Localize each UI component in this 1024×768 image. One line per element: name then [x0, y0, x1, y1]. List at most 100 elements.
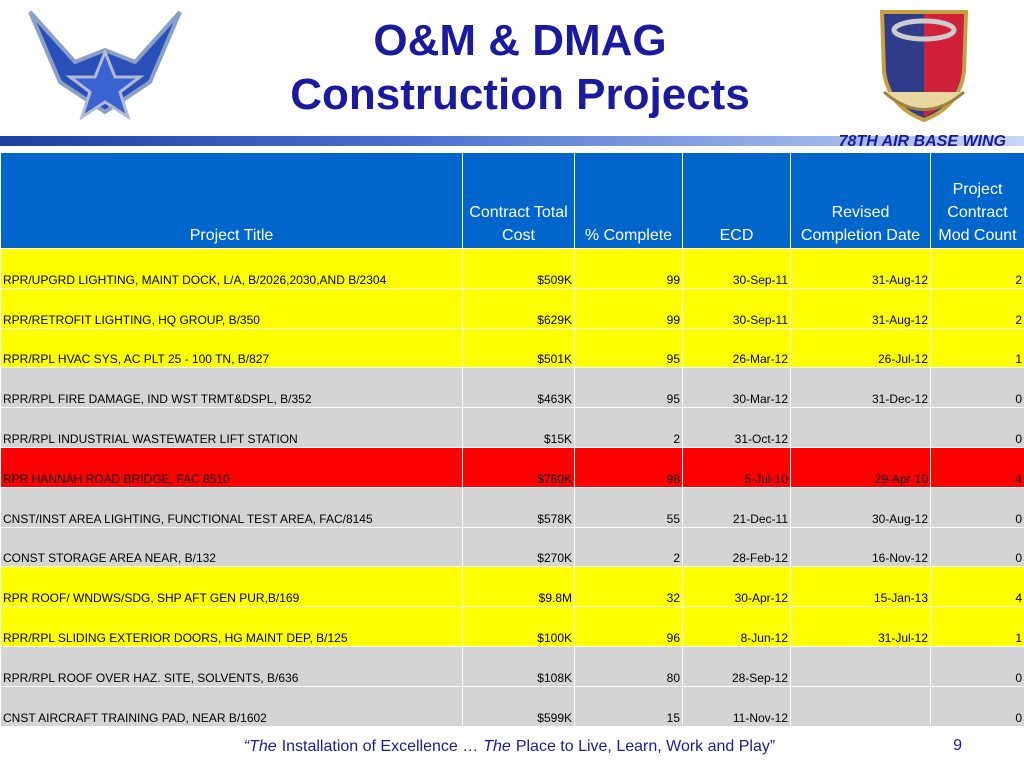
table-row: CONST STORAGE AREA NEAR, B/132 $270K 2 28-F… [0, 526, 1024, 568]
column-header: % Complete [574, 152, 683, 249]
table-cell: 99 [574, 287, 683, 329]
table-cell: 30-Sep-11 [682, 287, 791, 329]
wing-shield-logo [879, 10, 969, 123]
table-cell [790, 407, 931, 448]
table-cell: 95 [574, 327, 683, 369]
table-cell: 30-Apr-12 [682, 566, 791, 608]
table-cell: 96 [574, 606, 683, 647]
table-row: CNST/INST AREA LIGHTING, FUNCTIONAL TEST… [0, 486, 1024, 528]
table-cell: $578K [462, 486, 575, 528]
table-cell: 2 [574, 407, 683, 448]
table-row: RPR/RPL FIRE DAMAGE, IND WST TRMT&DSPL, … [0, 367, 1024, 409]
table-cell: 1 [930, 606, 1024, 647]
table-cell: 21-Dec-11 [682, 486, 791, 528]
table-row: RPR ROOF/ WNDWS/SDG, SHP AFT GEN PUR,B/1… [0, 566, 1024, 608]
table-cell: 31-Aug-12 [790, 248, 931, 289]
table-cell: $100K [462, 606, 575, 647]
page-number: 9 [953, 737, 962, 754]
table-cell: 30-Mar-12 [682, 367, 791, 409]
table-cell: $108K [462, 645, 575, 687]
table-cell: RPR/RPL SLIDING EXTERIOR DOORS, HG MAINT… [0, 606, 463, 647]
table-cell: 4 [930, 566, 1024, 608]
table-cell: 30-Sep-11 [682, 248, 791, 289]
table-cell: 0 [930, 367, 1024, 409]
table-row: RPR/UPGRD LIGHTING, MAINT DOCK, L/A, B/2… [0, 248, 1024, 289]
table-cell: 31-Jul-12 [790, 606, 931, 647]
table-cell: $9.8M [462, 566, 575, 608]
table-row: RPR/RPL HVAC SYS, AC PLT 25 - 100 TN, B/… [0, 327, 1024, 369]
table-cell: 55 [574, 486, 683, 528]
table-cell: 26-Mar-12 [682, 327, 791, 369]
tagline-part: The [483, 738, 511, 755]
table-cell: 16-Nov-12 [790, 526, 931, 568]
table-cell: 5-Jul-10 [682, 446, 791, 488]
table-cell: RPR/RPL HVAC SYS, AC PLT 25 - 100 TN, B/… [0, 327, 463, 369]
table-cell: 0 [930, 486, 1024, 528]
footer-tagline: “The Installation of Excellence … The Place… [0, 738, 1024, 756]
table-cell: RPR/RETROFIT LIGHTING, HQ GROUP, B/350 [0, 287, 463, 329]
table-row: RPR/RETROFIT LIGHTING, HQ GROUP, B/350 $6… [0, 287, 1024, 329]
table-cell: 31-Dec-12 [790, 367, 931, 409]
table-row: CNST AIRCRAFT TRAINING PAD, NEAR B/1602 $… [0, 685, 1024, 727]
table-cell: 2 [574, 526, 683, 568]
table-cell: RPR/UPGRD LIGHTING, MAINT DOCK, L/A, B/2… [0, 248, 463, 289]
table-cell: 26-Jul-12 [790, 327, 931, 369]
tagline-part: Installation of Excellence … [281, 738, 479, 755]
table-cell: RPR/RPL ROOF OVER HAZ. SITE, SOLVENTS, B… [0, 645, 463, 687]
table-cell: 15 [574, 685, 683, 727]
table-cell: $780K [462, 446, 575, 488]
table-cell: 31-Aug-12 [790, 287, 931, 329]
table-cell: 2 [930, 248, 1024, 289]
column-header: Revised Completion Date [790, 152, 931, 249]
table-cell: 99 [574, 248, 683, 289]
table-cell: 95 [574, 367, 683, 409]
table-row: RPR/RPL ROOF OVER HAZ. SITE, SOLVENTS, B… [0, 645, 1024, 687]
table-cell: 29-Apr-10 [790, 446, 931, 488]
title-line: O&M & DMAG [373, 16, 667, 65]
table-cell: RPR/RPL FIRE DAMAGE, IND WST TRMT&DSPL, … [0, 367, 463, 409]
column-header: ECD [682, 152, 791, 249]
column-header: Contract Total Cost [462, 152, 575, 249]
organization: 78TH AIR BASE WING [838, 133, 1006, 150]
table-cell: $509K [462, 248, 575, 289]
table-row: RPR/RPL SLIDING EXTERIOR DOORS, HG MAINT… [0, 606, 1024, 647]
projects-table: Project Title Contract Total Cost% Comple… [0, 152, 1024, 727]
table-cell: 8-Jun-12 [682, 606, 791, 647]
table-cell: 28-Sep-12 [682, 645, 791, 687]
table-cell: 28-Feb-12 [682, 526, 791, 568]
table-cell: 32 [574, 566, 683, 608]
table-cell: 31-Oct-12 [682, 407, 791, 448]
table-cell [790, 645, 931, 687]
table-cell: 2 [930, 287, 1024, 329]
table-cell: $270K [462, 526, 575, 568]
table-cell: RPR ROOF/ WNDWS/SDG, SHP AFT GEN PUR,B/1… [0, 566, 463, 608]
table-cell: 11-Nov-12 [682, 685, 791, 727]
column-header: Project Contract Mod Count [930, 152, 1024, 249]
column-header: Project Title [0, 152, 463, 249]
table-cell [790, 685, 931, 727]
table-cell: $629K [462, 287, 575, 329]
table-cell: CNST/INST AREA LIGHTING, FUNCTIONAL TEST… [0, 486, 463, 528]
table-cell: 0 [930, 407, 1024, 448]
divider-bar [0, 136, 1024, 146]
table-cell: 0 [930, 685, 1024, 727]
tagline-part: Place to Live, Learn, Work and Play” [515, 738, 776, 755]
header-row: Project Title Contract Total Cost% Comple… [0, 152, 1024, 249]
tagline-part: “The [243, 738, 277, 755]
table-row: RPR HANNAH ROAD BRIDGE, FAC 8510 $780K 98 5… [0, 446, 1024, 488]
table-cell: CONST STORAGE AREA NEAR, B/132 [0, 526, 463, 568]
table-cell: RPR/RPL INDUSTRIAL WASTEWATER LIFT STATI… [0, 407, 463, 448]
table-body: RPR/UPGRD LIGHTING, MAINT DOCK, L/A, B/2… [0, 248, 1024, 727]
table-cell: $599K [462, 685, 575, 727]
table-cell: 80 [574, 645, 683, 687]
table-row: RPR/RPL INDUSTRIAL WASTEWATER LIFT STATI… [0, 407, 1024, 448]
table-cell: RPR HANNAH ROAD BRIDGE, FAC 8510 [0, 446, 463, 488]
title-line: Construction Projects [290, 70, 750, 119]
table-cell: 15-Jan-13 [790, 566, 931, 608]
air-force-logo [28, 10, 182, 121]
table-cell: 0 [930, 526, 1024, 568]
table-cell: $501K [462, 327, 575, 369]
table-cell: 4 [930, 446, 1024, 488]
table-cell: 1 [930, 327, 1024, 369]
